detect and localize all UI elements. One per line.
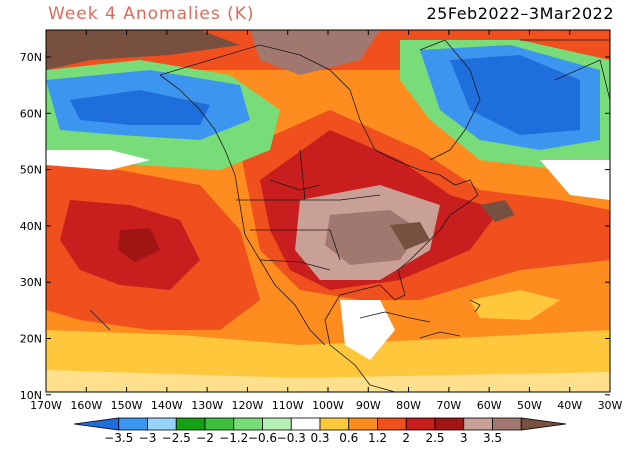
colorbar-label: 0.6: [339, 431, 358, 445]
colorbar-label: 2.5: [425, 431, 444, 445]
lat-label: 30N: [20, 276, 42, 289]
colorbar-label: −1.2: [219, 431, 248, 445]
lon-label: 120W: [231, 399, 263, 412]
colorbar-swatch: [233, 417, 263, 431]
colorbar-swatch: [520, 417, 567, 431]
colorbar-label: −0.3: [277, 431, 306, 445]
lon-label: 40W: [557, 399, 582, 412]
color-scale-bar: −3.5 −3 −2.5 −2 −1.2 −0.6 −0.3 0.3 0.6 1.2 2 2.5 3 3.…: [73, 417, 567, 445]
colorbar-swatch: [377, 417, 407, 431]
coastlines: [89, 39, 610, 392]
lat-label: 50N: [20, 164, 42, 177]
colorbar-label: 2: [402, 431, 410, 445]
longitude-axis: 170W 160W 150W 140W 130W 120W 110W 100W 90W 80W 70…: [30, 30, 623, 412]
lon-label: 60W: [477, 399, 502, 412]
colorbar-label: 1.2: [368, 431, 387, 445]
colorbar-label: −3: [139, 431, 157, 445]
colorbar-swatch: [175, 417, 206, 431]
latitude-axis: 70N 60N 50N 40N 30N 20N 10N: [20, 51, 610, 402]
colorbar-label: −2: [196, 431, 214, 445]
lon-label: 170W: [30, 399, 62, 412]
chart-title: Week 4 Anomalies (K): [48, 4, 255, 24]
colorbar-label: 3.5: [483, 431, 502, 445]
lon-label: 30W: [598, 399, 623, 412]
colorbar-label: −2.5: [162, 431, 191, 445]
date-range: 25Feb2022–3Mar2022: [426, 4, 614, 23]
colorbar-swatch: [434, 417, 465, 431]
lon-label: 90W: [356, 399, 381, 412]
lon-label: 130W: [191, 399, 223, 412]
colorbar-swatch: [463, 417, 493, 431]
lat-label: 70N: [20, 51, 42, 64]
anomaly-field: [46, 30, 610, 392]
colorbar-label: −3.5: [104, 431, 133, 445]
lat-label: 60N: [20, 107, 42, 120]
colorbar-swatch: [262, 417, 292, 431]
lon-label: 140W: [151, 399, 183, 412]
lon-label: 150W: [111, 399, 143, 412]
lon-label: 80W: [396, 399, 421, 412]
lon-label: 70W: [436, 399, 461, 412]
colorbar-swatch: [348, 417, 378, 431]
colorbar-swatch: [492, 417, 522, 431]
colorbar-label: 3: [460, 431, 468, 445]
colorbar-swatch: [405, 417, 436, 431]
colorbar-swatch: [73, 417, 120, 431]
lon-label: 110W: [272, 399, 304, 412]
colorbar-label: 0.3: [310, 431, 329, 445]
lon-label: 50W: [517, 399, 542, 412]
colorbar-swatch: [204, 417, 235, 431]
colorbar-swatch: [290, 417, 321, 431]
lat-label: 10N: [20, 389, 42, 402]
lat-label: 40N: [20, 220, 42, 233]
colorbar-swatch: [147, 417, 177, 431]
lon-label: 160W: [70, 399, 102, 412]
colorbar-swatch: [319, 417, 350, 431]
colorbar-label: −0.6: [248, 431, 277, 445]
colorbar-swatch: [118, 417, 148, 431]
lon-label: 100W: [312, 399, 344, 412]
lat-label: 20N: [20, 333, 42, 346]
